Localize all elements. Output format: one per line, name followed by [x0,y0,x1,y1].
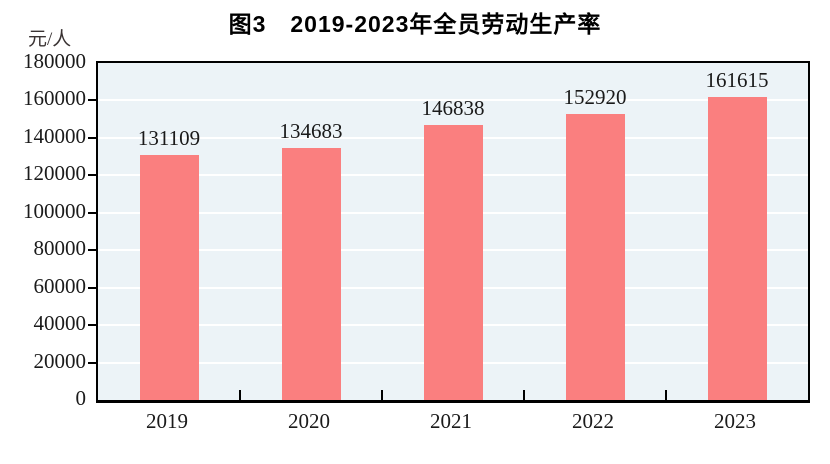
bar-value-label: 134683 [279,118,343,143]
bar-value-label: 146838 [421,96,485,121]
y-axis-tick-mark [88,361,96,364]
y-axis-tick-mark [88,174,96,177]
y-axis-tick-label: 100000 [23,198,86,223]
x-axis-category-label: 2023 [714,409,756,433]
y-axis-tick-mark [88,286,96,289]
plot-inner-area: 131109 134683 146838 152920 161615 [88,63,808,400]
y-axis-tick-label: 60000 [33,273,87,298]
y-axis-tick-label: 0 [75,386,87,410]
bar-2019 [139,154,199,400]
bar-2020 [281,147,341,400]
y-axis-tick-label: 20000 [33,348,87,373]
chart-title: 图3 2019-2023年全员劳动生产率 [228,11,602,37]
gridline [98,99,808,102]
y-axis-unit-label: 元/人 [28,29,72,50]
x-axis-tick-mark [523,390,525,400]
y-axis-tick-mark [88,136,96,139]
x-axis-labels: 2019 2020 2021 2022 2023 [96,409,810,439]
y-axis-tick-label: 160000 [23,86,86,111]
y-axis-tick-labels: 0 20000 40000 60000 80000 100000 120000 140000 1… [0,50,87,409]
x-axis-category-label: 2022 [572,409,614,433]
bar-2023 [707,97,767,400]
y-axis-tick-label: 80000 [33,236,87,261]
y-axis-tick-mark [88,99,96,102]
bar-2022 [565,113,625,400]
bar-value-label: 152920 [563,84,627,109]
plot-area: 131109 134683 146838 152920 161615 [88,61,810,403]
y-axis-tick-mark [88,249,96,252]
bar-value-label: 161615 [705,68,769,93]
y-axis-tick-mark [88,211,96,214]
x-axis-tick-mark [239,390,241,400]
bar-2021 [423,125,483,400]
x-axis-category-label: 2021 [430,409,472,433]
bar-value-label: 131109 [137,125,201,150]
y-axis-tick-mark [88,324,96,327]
y-axis-tick-label: 180000 [23,49,86,73]
y-axis-tick-label: 120000 [23,161,86,186]
x-axis-tick-mark [665,390,667,400]
y-axis-tick-label: 140000 [23,123,86,148]
y-axis-tick-label: 40000 [33,311,87,336]
x-axis-category-label: 2019 [146,409,188,433]
x-axis-tick-mark [381,390,383,400]
x-axis-category-label: 2020 [288,409,330,433]
